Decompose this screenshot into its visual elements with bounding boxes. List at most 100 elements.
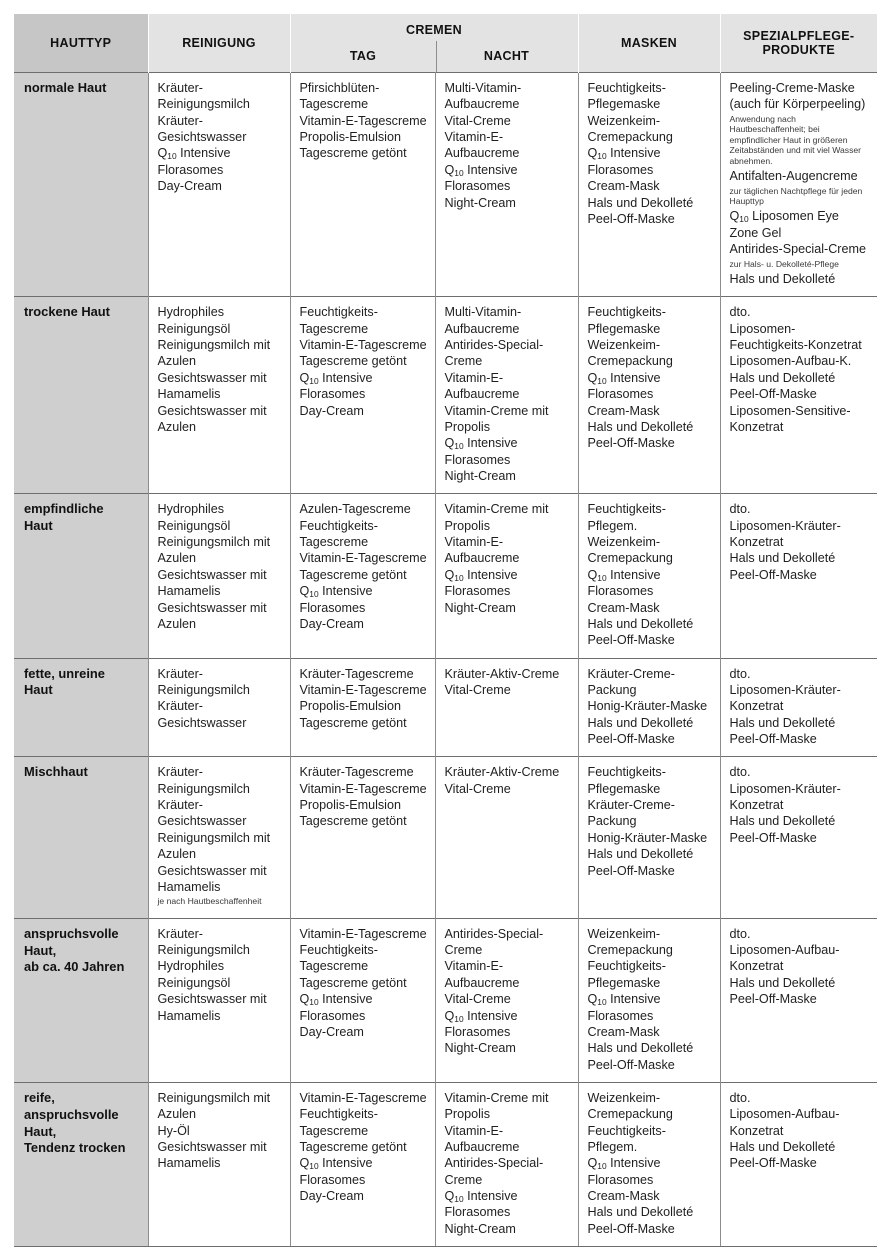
- cleansing-cell: Hydrophiles Reinigungsöl Reinigungsmilch …: [148, 493, 291, 659]
- night-cream-cell: Antirides-Special-Creme Vitamin-E-Aufbauc…: [435, 917, 579, 1083]
- special-care-list: Peeling-Creme-Maske (auch für Körperpeeli…: [730, 80, 871, 287]
- special-care-item: Hals und Dekolleté: [729, 1140, 836, 1155]
- cleansing-item: Q10 Intensive Florasomes: [157, 146, 231, 177]
- mask-item: Peel-Off-Maske: [587, 436, 675, 451]
- cremen-subheaders: TAG NACHT: [291, 49, 578, 63]
- q10-subscript: 10: [309, 589, 319, 600]
- cleansing-item: Gesichtswasser mit: [157, 403, 267, 418]
- night-cream-item: Night-Cream: [444, 195, 516, 210]
- mask-item: Weizenkeim-: [587, 1090, 661, 1105]
- mask-item: Cream-Mask: [587, 1024, 660, 1039]
- night-cream-cell: Multi-Vitamin- Aufbaucreme Vital-Creme Vita…: [435, 71, 579, 297]
- mask-item: Pflegemaske: [587, 975, 661, 990]
- cleansing-list: Reinigungsmilch mit Azulen Hy-Öl Gesichtswa…: [158, 1090, 283, 1172]
- special-care-item: Liposomen-Kräuter-: [729, 682, 841, 697]
- mask-list: Kräuter-Creme-Packung Honig-Kräuter-Maske…: [588, 666, 713, 748]
- day-cream-cell: Kräuter-Tagescreme Vitamin-E-Tagescreme Pr…: [290, 657, 436, 757]
- mask-item: Cream-Mask: [587, 1189, 660, 1204]
- cleansing-list: Hydrophiles Reinigungsöl Reinigungsmilch …: [158, 304, 283, 435]
- mask-item: Hals und Dekolleté: [587, 715, 694, 730]
- q10-subscript: 10: [739, 214, 749, 225]
- day-cream-item: Day-Cream: [299, 403, 364, 418]
- day-cream-item: Pfirsichblüten-: [299, 81, 380, 95]
- special-care-item: Liposomen-Kräuter-: [729, 781, 841, 796]
- special-care-item: Konzetrat: [729, 419, 784, 434]
- special-care-item: Peel-Off-Maske: [729, 387, 817, 402]
- table-body: normale Haut Kräuter-Reinigungsmilch Kräut…: [14, 71, 877, 1247]
- mask-item: Q10 Intensive Florasomes: [587, 992, 661, 1023]
- night-cream-item: Multi-Vitamin-: [444, 81, 522, 95]
- mask-item: Peel-Off-Maske: [587, 863, 675, 878]
- day-cream-list: Vitamin-E-Tagescreme Feuchtigkeits- Tagesc…: [300, 1090, 428, 1205]
- mask-item: Pflegemaske: [587, 781, 661, 796]
- cleansing-cell: Hydrophiles Reinigungsöl Reinigungsmilch …: [148, 296, 291, 494]
- day-cream-list: Pfirsichblüten- Tagescreme Vitamin-E-Tages…: [300, 80, 428, 162]
- skin-type-cell: fette, unreine Haut: [14, 657, 149, 757]
- mask-item: Peel-Off-Maske: [587, 1057, 675, 1072]
- day-cream-list: Kräuter-Tagescreme Vitamin-E-Tagescreme Pr…: [300, 666, 428, 731]
- special-care-item: Liposomen-: [729, 321, 796, 336]
- night-cream-cell: Multi-Vitamin- Aufbaucreme Antirides-Speci…: [435, 296, 579, 494]
- day-cream-item: Q10 Intensive Florasomes: [299, 370, 373, 402]
- day-cream-item: Azulen-Tagescreme: [299, 502, 411, 517]
- day-cream-cell: Feuchtigkeits- Tagescreme Vitamin-E-Tagesc…: [290, 296, 436, 494]
- special-care-cell: dto. Liposomen-Aufbau- Konzetrat Hals und D…: [720, 1081, 877, 1247]
- cleansing-item: Kräuter-Reinigungsmilch: [157, 926, 250, 958]
- day-cream-item: Vitamin-E-Tagescreme: [299, 926, 427, 941]
- day-cream-item: Q10 Intensive Florasomes: [299, 584, 373, 615]
- day-cream-cell: Azulen-Tagescreme Feuchtigkeits- Tagescrem…: [290, 493, 436, 659]
- mask-item: Feuchtigkeits-: [587, 305, 666, 320]
- q10-subscript: 10: [597, 1161, 607, 1172]
- mask-item: Kräuter-Creme-Packung: [587, 798, 675, 829]
- header-row: HAUTTYP REINIGUNG CREMEN TAG NACHT MASKE…: [14, 14, 877, 73]
- mask-item: Cremepackung: [587, 1107, 673, 1122]
- special-care-item: Peeling-Creme-Maske: [729, 81, 855, 95]
- night-cream-item: Propolis: [444, 419, 491, 434]
- day-cream-item: Tagescreme: [299, 535, 369, 550]
- q10-subscript: 10: [309, 1161, 319, 1172]
- mask-item: Pflegemaske: [587, 97, 661, 112]
- cleansing-cell: Reinigungsmilch mit Azulen Hy-Öl Gesichtswa…: [148, 1081, 291, 1247]
- column-header-cremen-group: CREMEN TAG NACHT: [290, 14, 579, 73]
- q10-subscript: 10: [454, 167, 464, 178]
- special-care-note: zur täglichen Nachtpflege für jeden Haup…: [729, 185, 863, 206]
- special-care-item: Liposomen-Kräuter-: [729, 518, 841, 533]
- skin-type-line: normale Haut: [24, 80, 107, 95]
- special-care-item: Konzetrat: [729, 699, 784, 714]
- day-cream-item: Vitamin-E-Tagescreme: [299, 781, 427, 796]
- care-table-container: HAUTTYP REINIGUNG CREMEN TAG NACHT MASKE…: [14, 14, 877, 1247]
- special-care-item: Liposomen-Sensitive-: [729, 403, 851, 418]
- table-row: anspruchsvolle Haut, ab ca. 40 Jahren Kräut…: [14, 917, 877, 1083]
- night-cream-item: Vitamin-E-Aufbaucreme: [444, 1123, 520, 1155]
- special-care-cell: dto. Liposomen-Aufbau- Konzetrat Hals und D…: [720, 917, 877, 1083]
- cleansing-item: Hamamelis: [157, 1156, 221, 1171]
- day-cream-item: Vitamin-E-Tagescreme: [299, 551, 427, 566]
- mask-item: Peel-Off-Maske: [587, 633, 675, 648]
- cleansing-item: Kräuter-Reinigungsmilch: [157, 81, 250, 112]
- mask-list: Feuchtigkeits- Pflegemaske Kräuter-Creme-P…: [588, 764, 713, 879]
- special-care-item: Q10 Liposomen Eye Zone Gel: [729, 209, 839, 240]
- cremen-column-divider: [435, 41, 437, 72]
- day-cream-item: Q10 Intensive Florasomes: [299, 1156, 373, 1187]
- special-care-item: Peel-Off-Maske: [729, 732, 817, 747]
- skin-type-line: Mischhaut: [24, 764, 88, 780]
- mask-item: Hals und Dekolleté: [587, 419, 694, 434]
- special-care-item: Antifalten-Augencreme: [729, 169, 858, 184]
- night-cream-list: Vitamin-Creme mit Propolis Vitamin-E-Aufba…: [445, 501, 571, 616]
- day-cream-item: Day-Cream: [299, 616, 364, 631]
- special-care-item: Antirides-Special-Creme: [729, 242, 866, 257]
- night-cream-item: Vital-Creme: [444, 682, 511, 697]
- cleansing-item: Kräuter-Gesichtswasser: [157, 113, 247, 145]
- night-cream-item: Vitamin-E-Aufbaucreme: [444, 535, 520, 566]
- q10-subscript: 10: [597, 375, 607, 386]
- skin-type-line: Haut: [24, 518, 53, 534]
- cleansing-item: Kräuter-Gesichtswasser: [157, 699, 247, 730]
- column-header-reinigung: REINIGUNG: [148, 14, 291, 73]
- day-cream-cell: Pfirsichblüten- Tagescreme Vitamin-E-Tages…: [290, 71, 436, 297]
- table-row: normale Haut Kräuter-Reinigungsmilch Kräut…: [14, 71, 877, 297]
- special-care-item: Hals und Dekolleté: [729, 975, 836, 990]
- day-cream-cell: Kräuter-Tagescreme Vitamin-E-Tagescreme Pr…: [290, 756, 436, 919]
- skin-type-line: fette, unreine: [24, 665, 105, 681]
- day-cream-item: Day-Cream: [299, 1189, 364, 1204]
